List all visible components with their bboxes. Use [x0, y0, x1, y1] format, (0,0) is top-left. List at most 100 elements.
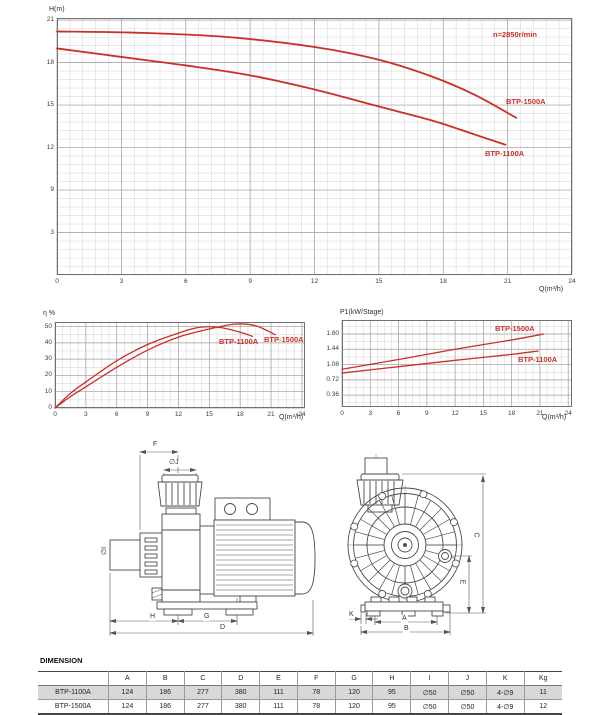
x-axis-tick-label: 0 [53, 411, 57, 418]
series-curve-BTP-1100A [56, 47, 507, 146]
pump-front-body [347, 457, 463, 617]
table-column-header: Kg [523, 671, 562, 686]
dimension-table-body: BTP-1100A 124 186 277 380 111 78 120 95 ∅50 ∅50 4-∅… [38, 685, 562, 714]
x-axis-tick-label: 21 [267, 411, 275, 418]
table-column-header: A [108, 671, 147, 686]
axis-title: Q(m³/h) [279, 414, 304, 421]
x-axis-tick-label: 9 [425, 410, 429, 417]
table-cell: 95 [372, 699, 411, 714]
axis-title: η % [43, 310, 56, 317]
series-label: BTP-1500A [506, 97, 546, 106]
series-curve-BTP-1100A [54, 326, 254, 409]
table-column-header: J [448, 671, 487, 686]
pump-front-view-drawing [347, 454, 486, 635]
series-label: BTP-1100A [219, 337, 259, 346]
x-axis-tick-label: 21 [504, 278, 512, 285]
x-axis-tick-label: 15 [205, 411, 213, 418]
y-axis-tick-label: 0.72 [326, 375, 339, 383]
dim-label-d: D [219, 624, 227, 632]
x-axis-tick-label: 3 [368, 410, 373, 417]
x-axis-tick-label: 9 [145, 411, 150, 418]
table-cell: 4-∅9 [485, 685, 525, 700]
table-cell: 4-∅9 [485, 699, 525, 714]
y-axis-tick-label: 0 [48, 404, 52, 411]
table-cell: ∅50 [410, 699, 449, 714]
table-cell: ∅50 [448, 699, 487, 714]
x-axis-tick-label: 0 [340, 410, 344, 417]
y-axis-tick-label: 3 [50, 228, 54, 236]
dimension-table-title: DIMENSION [40, 656, 83, 665]
bolt-lugs [350, 490, 460, 598]
series-label: BTP-1100A [518, 355, 558, 364]
dimension-table: A B C D E F G H I J K Kg BTP-1100A 124 186 277 380 111 78… [38, 671, 562, 715]
table-row: BTP-1100A 124 186 277 380 111 78 120 95 ∅50 ∅50 4-∅… [38, 685, 562, 700]
x-axis-tick-label: 24 [568, 278, 576, 285]
table-cell: 120 [334, 699, 373, 714]
x-axis-tick-label: 12 [174, 411, 183, 418]
y-axis-tick-label: 40 [44, 338, 52, 346]
dim-label-f: F [152, 441, 159, 449]
x-axis-tick-label: 6 [183, 278, 188, 285]
table-cell: 186 [145, 699, 185, 714]
table-cell: 11 [523, 685, 562, 700]
chart-head-capacity: 0 3 6 9 12 15 18 21 24 21 18 15 12 9 3 n=2850r/min BTP-1… [47, 6, 576, 293]
table-cell: 277 [183, 699, 222, 714]
axis-title: H(m) [49, 6, 65, 13]
table-cell: 78 [296, 699, 336, 714]
x-axis-tick-label: 3 [119, 278, 124, 285]
y-axis-tick-label: 20 [44, 371, 52, 379]
x-axis-tick-label: 6 [114, 411, 119, 418]
table-cell: 186 [145, 685, 185, 700]
series-label: n=2850r/min [493, 30, 537, 39]
table-cell: 277 [183, 685, 222, 700]
table-cell: 95 [372, 685, 411, 700]
y-axis-tick-label: 15 [46, 101, 54, 109]
dim-label-i: ∅I [101, 545, 110, 557]
table-column-header: D [221, 671, 260, 686]
series-curve-BTP-1500A [56, 30, 518, 119]
dimension-table-block: DIMENSION A B C D E F G H I J K Kg BTP-1100A 124 186 2… [38, 656, 562, 715]
x-axis-tick-label: 18 [236, 411, 244, 418]
fan-ribs [354, 494, 456, 596]
dim-label-e: E [457, 578, 466, 586]
x-axis-tick-label: 12 [451, 410, 459, 417]
axis-title: P1(kW/Stage) [340, 309, 384, 316]
x-axis-tick-label: 21 [536, 410, 544, 417]
x-axis-tick-label: 6 [396, 410, 401, 417]
x-axis-tick-label: 18 [508, 410, 516, 417]
dim-label-k: K [348, 611, 355, 619]
x-axis-tick-label: 18 [439, 278, 447, 285]
axis-title: Q(m³/h) [542, 414, 567, 421]
table-cell: 12 [523, 699, 562, 714]
x-axis-tick-label: 15 [479, 410, 487, 417]
x-axis-tick-label: 15 [375, 278, 383, 285]
table-column-header: E [259, 671, 298, 686]
dim-label-g: G [203, 613, 211, 621]
series-curve-BTP-1500A [341, 333, 545, 370]
table-column-header: G [334, 671, 373, 686]
y-axis-tick-label: 1.08 [326, 360, 339, 368]
x-axis-tick-label: 3 [84, 411, 88, 418]
chart-efficiency: 0 3 6 9 12 15 18 21 24 50 40 30 20 10 0 BTP-1100A BTP-15… [43, 310, 306, 421]
y-axis-tick-label: 9 [50, 186, 54, 194]
model-column-header [38, 672, 109, 686]
x-axis-tick-label: 0 [55, 278, 59, 285]
x-axis-tick-label: 24 [564, 410, 572, 417]
dim-label-a: A [401, 615, 408, 623]
table-column-header: C [183, 671, 222, 686]
table-cell: 120 [334, 685, 373, 700]
pump-side-body [109, 474, 316, 616]
table-cell: 124 [108, 699, 147, 714]
table-column-header: F [296, 671, 336, 686]
table-column-header: H [372, 671, 411, 686]
y-axis-tick-label: 30 [44, 355, 52, 363]
series-label: BTP-1100A [485, 149, 525, 158]
table-cell: 78 [296, 685, 336, 700]
series-curve-BTP-1100A [341, 350, 539, 374]
table-cell: ∅50 [448, 685, 487, 700]
table-column-header: K [485, 671, 525, 686]
y-axis-tick-label: 12 [46, 143, 54, 151]
dim-label-c: C [471, 531, 480, 539]
dim-label-h: H [149, 613, 157, 621]
model-name-cell: BTP-1100A [55, 689, 91, 696]
